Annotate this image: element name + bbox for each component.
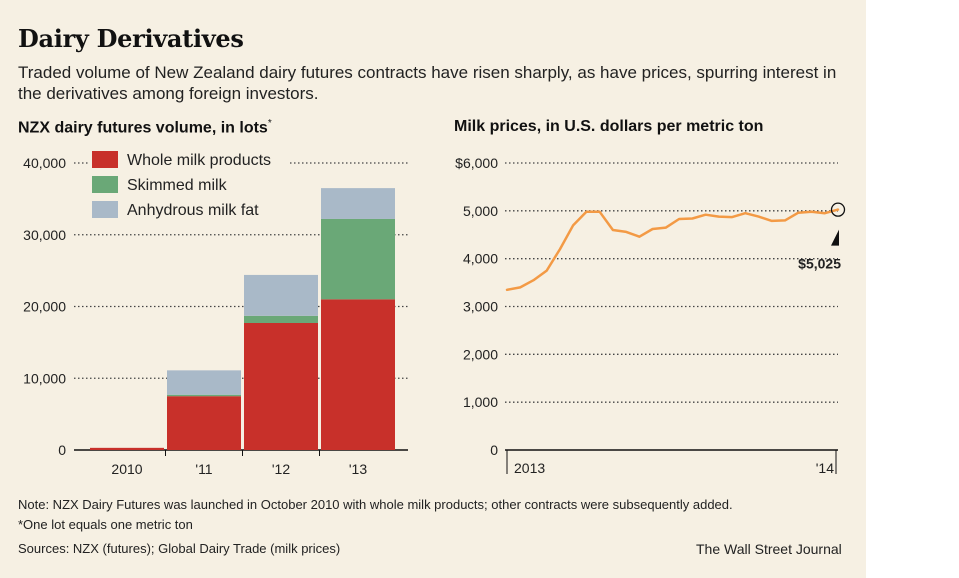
price-end-marker [830, 202, 846, 217]
note-text: Note: NZX Dairy Futures was launched in … [18, 497, 733, 512]
price-series-line [505, 208, 840, 292]
price-x-tick-label: 2013 [514, 460, 545, 476]
price-y-tick-label: 2,000 [463, 346, 498, 362]
legend-label: Skimmed milk [127, 177, 228, 194]
volume-chart-title-text: NZX dairy futures volume, in lots [18, 119, 268, 137]
volume-y-tick-label: 0 [58, 442, 66, 458]
legend-swatch [92, 176, 118, 193]
page-title: Dairy Derivatives [18, 24, 244, 53]
volume-bar-segment [321, 218, 395, 300]
volume-x-tick-label: '13 [349, 461, 367, 477]
price-y-tick-label: 1,000 [463, 394, 498, 410]
volume-chart-title: NZX dairy futures volume, in lots* [18, 118, 272, 137]
volume-bar-segment [167, 394, 241, 397]
volume-bar-segment [244, 274, 318, 316]
volume-y-tick-label: 10,000 [23, 370, 66, 386]
volume-bar-segment [167, 396, 241, 450]
price-y-tick-label: $6,000 [455, 155, 498, 171]
sources-text: Sources: NZX (futures); Global Dairy Tra… [18, 541, 341, 556]
volume-x-tick-label: '12 [272, 461, 290, 477]
volume-y-tick-label: 30,000 [23, 227, 66, 243]
volume-y-tick-label: 40,000 [23, 155, 66, 171]
price-chart-title: Milk prices, in U.S. dollars per metric … [454, 118, 764, 135]
price-y-tick-label: 0 [490, 442, 498, 458]
price-y-tick-label: 4,000 [463, 251, 498, 267]
volume-bar-segment [244, 323, 318, 450]
footnote-text: *One lot equals one metric ton [18, 517, 193, 532]
volume-x-tick-label: '11 [195, 461, 212, 477]
subtitle: Traded volume of New Zealand dairy futur… [18, 63, 837, 103]
legend-label: Anhydrous milk fat [127, 202, 259, 219]
annotation-pointer [831, 229, 839, 246]
volume-bar-segment [321, 188, 395, 219]
footnote-mark: * [267, 118, 272, 129]
volume-y-tick-label: 20,000 [23, 299, 66, 315]
legend-label: Whole milk products [127, 152, 271, 169]
price-y-tick-label: 5,000 [463, 203, 498, 219]
legend-swatch [92, 151, 118, 168]
volume-bar-segment [90, 447, 164, 450]
publisher-brand: The Wall Street Journal [696, 541, 842, 557]
graphic-panel [0, 0, 866, 578]
price-annotation-label: $5,025 [798, 256, 841, 272]
legend-swatch [92, 201, 118, 218]
volume-bar-segment [167, 370, 241, 395]
price-x-tick-label: '14 [816, 460, 834, 476]
price-y-tick-label: 3,000 [463, 299, 498, 315]
legend-background [88, 147, 288, 224]
volume-x-tick-label: 2010 [111, 461, 142, 477]
volume-bar-segment [321, 299, 395, 450]
volume-bar-segment [244, 315, 318, 324]
